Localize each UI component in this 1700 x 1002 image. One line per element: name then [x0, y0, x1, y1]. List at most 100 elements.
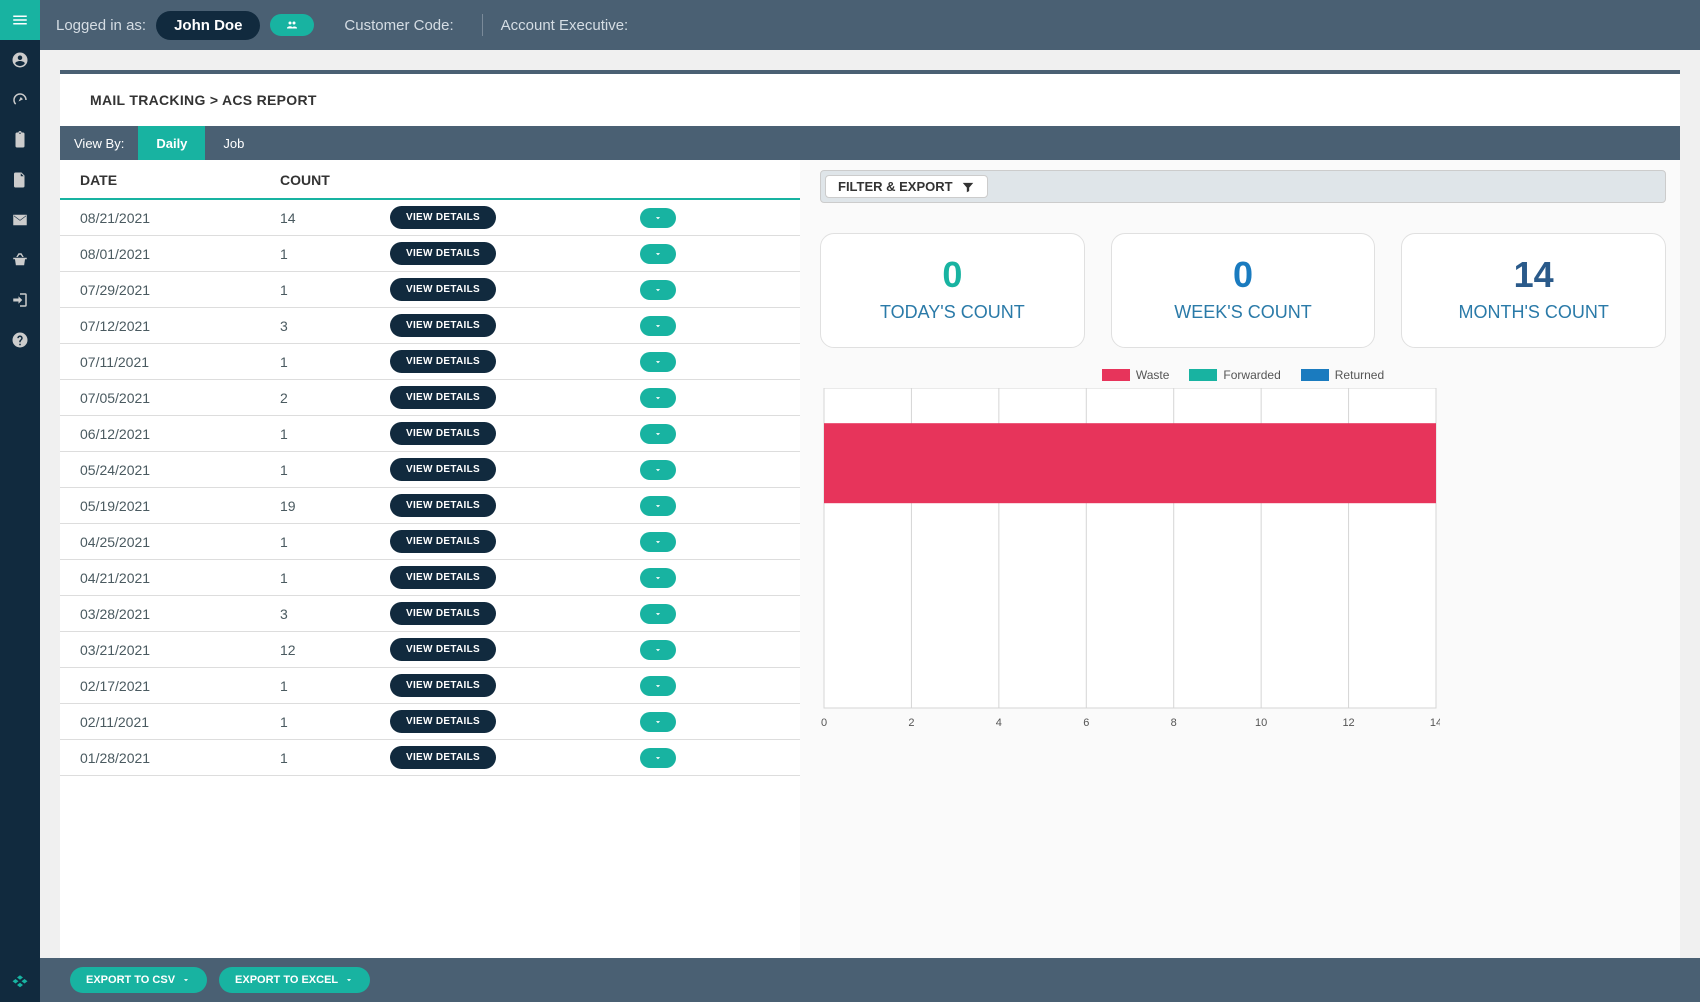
chevron-down-icon — [653, 393, 663, 403]
cell-count: 1 — [280, 246, 390, 262]
table-row: 04/21/20211VIEW DETAILS — [60, 560, 800, 596]
tab-daily[interactable]: Daily — [138, 126, 205, 160]
legend-item: Forwarded — [1189, 368, 1280, 382]
view-details-button[interactable]: VIEW DETAILS — [390, 278, 496, 301]
envelope-icon — [11, 211, 29, 229]
sidebar-item-mail[interactable] — [0, 200, 40, 240]
expand-row-button[interactable] — [640, 460, 676, 480]
expand-row-button[interactable] — [640, 712, 676, 732]
cell-date: 08/21/2021 — [80, 210, 280, 226]
chevron-down-icon — [653, 285, 663, 295]
x-tick-label: 2 — [908, 717, 914, 729]
legend-label: Forwarded — [1223, 368, 1280, 382]
view-details-button[interactable]: VIEW DETAILS — [390, 530, 496, 553]
basket-icon — [11, 251, 29, 269]
column-header-count: COUNT — [280, 172, 390, 188]
cell-count: 1 — [280, 714, 390, 730]
filter-export-label: FILTER & EXPORT — [838, 179, 953, 194]
legend-label: Waste — [1136, 368, 1170, 382]
menu-toggle-button[interactable] — [0, 0, 40, 40]
expand-row-button[interactable] — [640, 640, 676, 660]
table-row: 07/12/20213VIEW DETAILS — [60, 308, 800, 344]
view-details-button[interactable]: VIEW DETAILS — [390, 386, 496, 409]
expand-row-button[interactable] — [640, 424, 676, 444]
switch-user-button[interactable] — [270, 14, 314, 36]
x-tick-label: 4 — [996, 717, 1002, 729]
stat-card-week: 0 WEEK'S COUNT — [1111, 233, 1376, 348]
expand-row-button[interactable] — [640, 316, 676, 336]
expand-row-button[interactable] — [640, 244, 676, 264]
export-csv-label: EXPORT TO CSV — [86, 974, 175, 986]
sidebar-item-help[interactable] — [0, 320, 40, 360]
cell-date: 04/25/2021 — [80, 534, 280, 550]
chevron-down-icon — [653, 249, 663, 259]
month-count-label: MONTH'S COUNT — [1412, 302, 1655, 323]
chevron-down-icon — [653, 645, 663, 655]
sidebar-item-document[interactable] — [0, 160, 40, 200]
clipboard-icon — [11, 131, 29, 149]
sidebar-item-dashboard[interactable] — [0, 80, 40, 120]
sidebar-item-account[interactable] — [0, 40, 40, 80]
today-count-value: 0 — [831, 254, 1074, 296]
expand-row-button[interactable] — [640, 280, 676, 300]
cell-count: 1 — [280, 282, 390, 298]
cell-count: 14 — [280, 210, 390, 226]
expand-row-button[interactable] — [640, 208, 676, 228]
expand-row-button[interactable] — [640, 352, 676, 372]
table-row: 04/25/20211VIEW DETAILS — [60, 524, 800, 560]
viewby-bar: View By: Daily Job — [60, 126, 1680, 160]
view-details-button[interactable]: VIEW DETAILS — [390, 674, 496, 697]
cell-count: 12 — [280, 642, 390, 658]
sidebar — [0, 0, 40, 1002]
week-count-label: WEEK'S COUNT — [1122, 302, 1365, 323]
sidebar-item-logo — [0, 962, 40, 1002]
cell-date: 05/24/2021 — [80, 462, 280, 478]
view-details-button[interactable]: VIEW DETAILS — [390, 638, 496, 661]
expand-row-button[interactable] — [640, 388, 676, 408]
expand-row-button[interactable] — [640, 532, 676, 552]
stat-card-month: 14 MONTH'S COUNT — [1401, 233, 1666, 348]
export-excel-button[interactable]: EXPORT TO EXCEL — [219, 967, 370, 993]
cell-date: 04/21/2021 — [80, 570, 280, 586]
expand-row-button[interactable] — [640, 604, 676, 624]
table-row: 07/11/20211VIEW DETAILS — [60, 344, 800, 380]
sidebar-item-clipboard[interactable] — [0, 120, 40, 160]
view-details-button[interactable]: VIEW DETAILS — [390, 458, 496, 481]
view-details-button[interactable]: VIEW DETAILS — [390, 422, 496, 445]
view-details-button[interactable]: VIEW DETAILS — [390, 350, 496, 373]
chevron-down-icon — [653, 501, 663, 511]
export-csv-button[interactable]: EXPORT TO CSV — [70, 967, 207, 993]
expand-row-button[interactable] — [640, 568, 676, 588]
cell-date: 08/01/2021 — [80, 246, 280, 262]
view-details-button[interactable]: VIEW DETAILS — [390, 602, 496, 625]
chevron-down-icon — [653, 717, 663, 727]
filter-export-button[interactable]: FILTER & EXPORT — [825, 175, 988, 198]
legend-label: Returned — [1335, 368, 1384, 382]
x-tick-label: 8 — [1171, 717, 1177, 729]
view-details-button[interactable]: VIEW DETAILS — [390, 710, 496, 733]
view-details-button[interactable]: VIEW DETAILS — [390, 494, 496, 517]
table-row: 07/05/20212VIEW DETAILS — [60, 380, 800, 416]
cell-date: 03/21/2021 — [80, 642, 280, 658]
expand-row-button[interactable] — [640, 676, 676, 696]
view-details-button[interactable]: VIEW DETAILS — [390, 566, 496, 589]
view-details-button[interactable]: VIEW DETAILS — [390, 314, 496, 337]
table-row: 02/17/20211VIEW DETAILS — [60, 668, 800, 704]
view-details-button[interactable]: VIEW DETAILS — [390, 746, 496, 769]
tab-job[interactable]: Job — [205, 126, 262, 160]
view-details-button[interactable]: VIEW DETAILS — [390, 242, 496, 265]
filter-icon — [961, 180, 975, 194]
footer: EXPORT TO CSV EXPORT TO EXCEL — [40, 958, 1700, 1002]
cell-date: 07/12/2021 — [80, 318, 280, 334]
cell-date: 02/17/2021 — [80, 678, 280, 694]
logo-icon — [11, 973, 29, 991]
chevron-down-icon — [653, 573, 663, 583]
sidebar-item-logout[interactable] — [0, 280, 40, 320]
table-row: 06/12/20211VIEW DETAILS — [60, 416, 800, 452]
sidebar-item-basket[interactable] — [0, 240, 40, 280]
expand-row-button[interactable] — [640, 748, 676, 768]
cell-count: 1 — [280, 462, 390, 478]
expand-row-button[interactable] — [640, 496, 676, 516]
user-pill[interactable]: John Doe — [156, 11, 260, 40]
view-details-button[interactable]: VIEW DETAILS — [390, 206, 496, 229]
